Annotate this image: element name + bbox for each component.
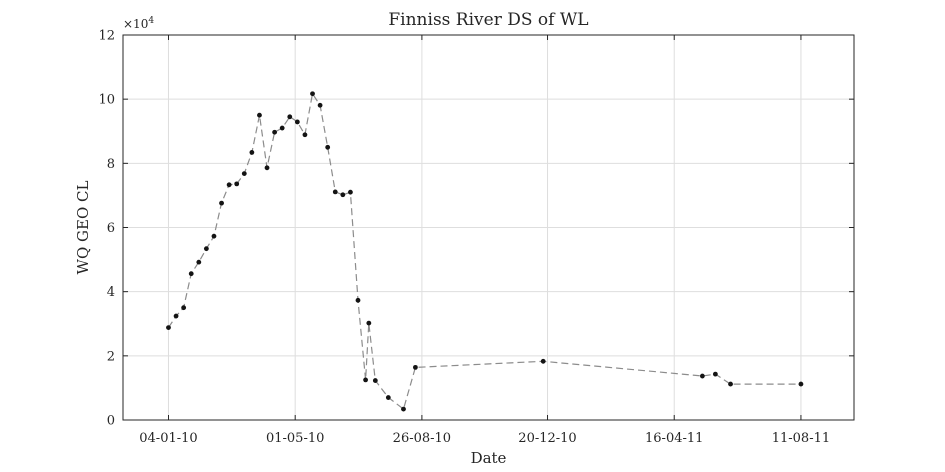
data-point: [728, 381, 733, 387]
data-point: [249, 150, 255, 155]
data-point: [173, 313, 179, 319]
data-point: [699, 373, 705, 379]
x-tick-label: 04-01-10: [139, 431, 197, 446]
data-point: [712, 371, 718, 377]
data-point-layer: [166, 91, 804, 412]
y-tick-label: 8: [107, 157, 115, 172]
y-tick-label: 6: [107, 221, 115, 236]
data-point: [219, 200, 224, 206]
data-point: [196, 259, 202, 265]
data-point: [226, 182, 232, 188]
data-point: [385, 395, 391, 400]
series-line: [167, 92, 801, 411]
x-axis-label: Date: [471, 449, 507, 467]
data-point: [211, 233, 217, 239]
data-point: [287, 114, 293, 120]
data-point: [540, 358, 546, 364]
y-tick-label: 2: [107, 349, 115, 364]
data-point: [401, 406, 406, 412]
data-point: [302, 132, 308, 138]
data-point: [325, 144, 331, 150]
data-point: [332, 189, 338, 195]
data-point: [279, 125, 285, 131]
chart-title: Finniss River DS of WL: [388, 10, 588, 30]
y-tick-label: 4: [107, 285, 115, 300]
data-point: [257, 112, 262, 118]
y-tick-label: 10: [98, 93, 115, 108]
data-point: [355, 297, 361, 303]
data-point: [203, 246, 209, 252]
data-point: [317, 102, 323, 108]
y-multiplier-base: ×10: [123, 17, 148, 31]
x-tick-label: 26-08-10: [393, 431, 451, 446]
data-point: [340, 192, 346, 198]
data-point: [348, 189, 353, 195]
y-axis-multiplier: ×104: [123, 16, 154, 31]
data-point: [413, 364, 418, 370]
data-point: [372, 378, 378, 383]
y-multiplier-exponent: 4: [148, 16, 154, 26]
x-tick-label: 20-12-10: [518, 431, 576, 446]
data-point: [310, 91, 315, 97]
data-point: [366, 320, 372, 326]
data-point: [363, 377, 368, 383]
data-point: [264, 165, 270, 171]
data-point: [798, 381, 804, 387]
y-tick-label: 12: [98, 29, 115, 44]
grid-layer: [123, 34, 854, 421]
data-point: [181, 305, 187, 311]
data-point: [188, 271, 194, 277]
data-point: [234, 181, 240, 187]
tick-layer: 04-01-10 01-05-10 26-08-10 20-12-10 16-04-11…: [98, 29, 854, 446]
data-point: [272, 129, 278, 135]
data-point: [294, 119, 300, 125]
x-tick-label: 11-08-11: [772, 431, 830, 446]
x-tick-label: 01-05-10: [266, 431, 324, 446]
y-axis-label: WQ GEO CL: [74, 181, 92, 275]
x-tick-label: 16-04-11: [645, 431, 703, 446]
y-tick-label: 0: [107, 414, 115, 429]
data-point: [166, 325, 171, 330]
data-point: [241, 171, 247, 177]
